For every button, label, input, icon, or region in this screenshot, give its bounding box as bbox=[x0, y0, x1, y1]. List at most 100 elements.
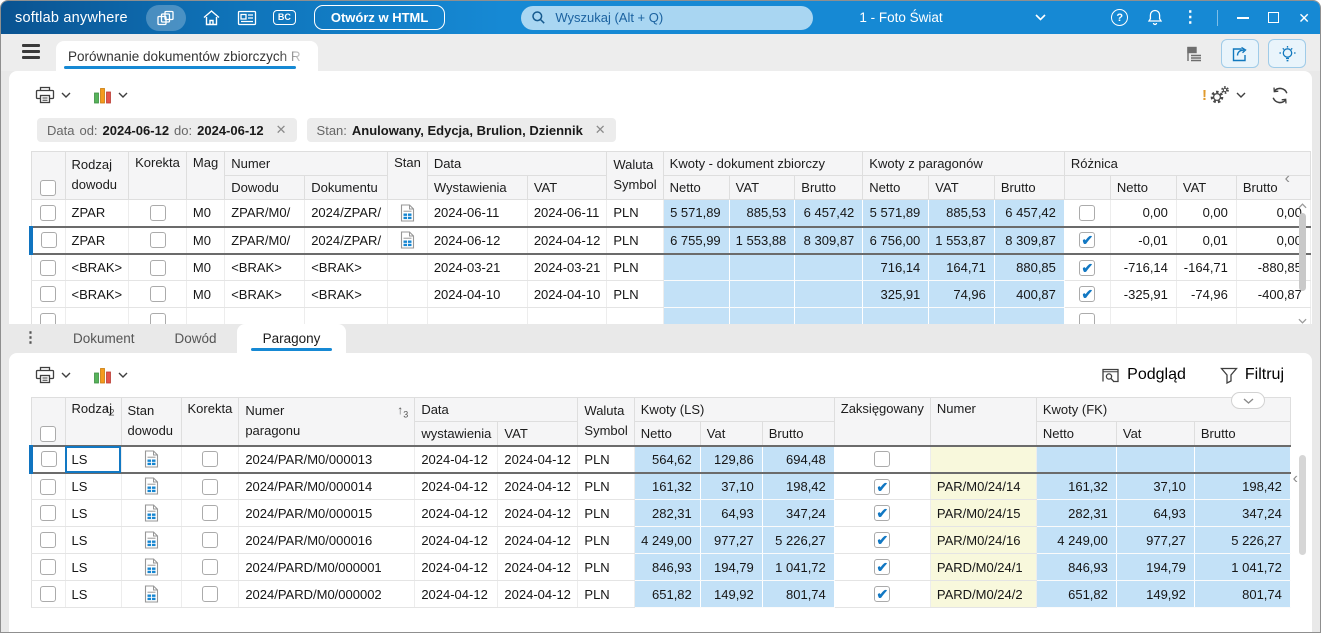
roznica-checkbox[interactable] bbox=[1079, 260, 1095, 276]
korekta-checkbox[interactable] bbox=[150, 232, 166, 248]
kebab-menu-icon[interactable]: ⋮ bbox=[23, 328, 38, 346]
share-button[interactable] bbox=[1221, 39, 1259, 68]
col-korekta[interactable]: Korekta bbox=[129, 152, 187, 200]
zaksiegowany-checkbox[interactable] bbox=[874, 479, 890, 495]
col-zb-netto[interactable]: Netto bbox=[663, 176, 729, 200]
zaksiegowany-checkbox[interactable] bbox=[874, 532, 890, 548]
row-checkbox[interactable] bbox=[40, 260, 56, 276]
row-checkbox[interactable] bbox=[41, 451, 57, 467]
news-button[interactable] bbox=[237, 10, 257, 26]
col-roz-netto[interactable]: Netto bbox=[1110, 176, 1176, 200]
company-selector[interactable]: 1 - Foto Świat bbox=[859, 10, 1045, 25]
kebab-menu-icon[interactable]: ⋮ bbox=[1182, 10, 1198, 26]
zaksiegowany-checkbox[interactable] bbox=[874, 505, 890, 521]
col-korekta[interactable]: Korekta bbox=[181, 398, 239, 446]
col-waluta-symbol[interactable]: WalutaSymbol bbox=[578, 398, 634, 446]
row-checkbox[interactable] bbox=[41, 232, 57, 248]
row-checkbox[interactable] bbox=[40, 205, 56, 221]
col-zaksiegowany[interactable]: Zaksięgowany bbox=[834, 398, 930, 446]
tab-paragony[interactable]: Paragony bbox=[237, 324, 347, 353]
col-numer-fk[interactable]: Numer bbox=[930, 398, 1036, 446]
tab-dokument[interactable]: Dokument bbox=[53, 324, 155, 353]
search-input[interactable] bbox=[553, 9, 803, 26]
chip-close-icon[interactable]: ✕ bbox=[595, 122, 606, 138]
maximize-button[interactable] bbox=[1268, 12, 1279, 23]
close-button[interactable]: ✕ bbox=[1298, 11, 1310, 25]
row-checkbox[interactable] bbox=[40, 586, 56, 602]
row-checkbox[interactable] bbox=[40, 313, 56, 324]
zaksiegowany-checkbox[interactable] bbox=[874, 451, 890, 467]
col-dowodu[interactable]: Dowodu bbox=[225, 176, 305, 200]
row-checkbox[interactable] bbox=[40, 559, 56, 575]
table-row[interactable]: ZPAR M0 ZPAR/M0/ 2024/ZPAR/ 2024-06-11 2… bbox=[31, 200, 1310, 227]
col-stan[interactable]: Stan bbox=[388, 152, 428, 200]
col-zb-vat[interactable]: VAT bbox=[729, 176, 795, 200]
zaksiegowany-checkbox[interactable] bbox=[874, 559, 890, 575]
filter-chip-stan[interactable]: Stan: Anulowany, Edycja, Brulion, Dzienn… bbox=[307, 118, 616, 142]
bc-button[interactable]: BC bbox=[273, 10, 296, 25]
print-button[interactable] bbox=[35, 366, 71, 384]
settings-warning-button[interactable]: ! bbox=[1202, 85, 1246, 105]
chevron-down-icon[interactable] bbox=[1236, 92, 1246, 98]
tab-porownanie-dokumentow[interactable]: Porównanie dokumentów zbiorczych R bbox=[56, 41, 318, 71]
filter-chip-data[interactable]: Data od: 2024-06-12 do: 2024-06-12 ✕ bbox=[37, 118, 297, 142]
scrollbar-thumb[interactable] bbox=[1299, 213, 1306, 291]
col-rodzaj-dowodu[interactable]: Rodzajdowodu bbox=[65, 152, 129, 200]
tab-dowod[interactable]: Dowód bbox=[155, 324, 237, 353]
korekta-checkbox[interactable] bbox=[150, 313, 166, 324]
col-vat-data[interactable]: VAT bbox=[527, 176, 607, 200]
podglad-button[interactable]: Podgląd bbox=[1101, 366, 1186, 384]
korekta-checkbox[interactable] bbox=[202, 532, 218, 548]
panels-list-icon[interactable] bbox=[1184, 45, 1204, 63]
chart-view-button[interactable] bbox=[93, 367, 128, 384]
scrollbar-thumb[interactable] bbox=[1299, 455, 1306, 555]
row-checkbox[interactable] bbox=[40, 505, 56, 521]
table-row[interactable]: LS 2024/PARD/M0/000002 2024-04-12 2024-0… bbox=[31, 581, 1290, 608]
table-row[interactable]: LS 2024/PAR/M0/000016 2024-04-12 2024-04… bbox=[31, 527, 1290, 554]
select-all-checkbox[interactable] bbox=[40, 180, 56, 196]
col-par-vat[interactable]: VAT bbox=[929, 176, 995, 200]
table-row-partial[interactable] bbox=[31, 308, 1310, 325]
col-stan-dowodu[interactable]: Standowodu bbox=[121, 398, 181, 446]
col-rodzaj[interactable]: ↑2Rodzaj bbox=[65, 398, 121, 446]
vertical-scrollbar[interactable] bbox=[1297, 203, 1308, 324]
minimize-button[interactable] bbox=[1237, 17, 1249, 19]
vertical-scrollbar[interactable] bbox=[1297, 453, 1308, 617]
korekta-checkbox[interactable] bbox=[202, 479, 218, 495]
zaksiegowany-checkbox[interactable] bbox=[874, 586, 890, 602]
idea-lightbulb-button[interactable] bbox=[1268, 39, 1306, 68]
col-zb-brutto[interactable]: Brutto bbox=[795, 176, 863, 200]
roznica-checkbox[interactable] bbox=[1079, 232, 1095, 248]
row-checkbox[interactable] bbox=[40, 532, 56, 548]
table-row-selected[interactable]: LS 2024/PAR/M0/000013 2024-04-12 2024-04… bbox=[31, 446, 1290, 473]
chevron-down-icon[interactable] bbox=[118, 92, 128, 98]
korekta-checkbox[interactable] bbox=[150, 260, 166, 276]
col-fk-vat[interactable]: Vat bbox=[1116, 422, 1194, 446]
select-all-checkbox[interactable] bbox=[40, 426, 56, 442]
korekta-checkbox[interactable] bbox=[202, 559, 218, 575]
chevron-down-icon[interactable] bbox=[118, 372, 128, 378]
korekta-checkbox[interactable] bbox=[202, 586, 218, 602]
col-ls-netto[interactable]: Netto bbox=[634, 422, 700, 446]
filtruj-button[interactable]: Filtruj bbox=[1220, 366, 1284, 384]
roznica-checkbox[interactable] bbox=[1079, 286, 1095, 302]
chevron-down-icon[interactable] bbox=[61, 372, 71, 378]
korekta-checkbox[interactable] bbox=[150, 286, 166, 302]
cell-rodzaj-focused[interactable]: LS bbox=[65, 446, 121, 473]
row-checkbox[interactable] bbox=[40, 479, 56, 495]
col-waluta-symbol[interactable]: WalutaSymbol bbox=[607, 152, 663, 200]
col-numer-paragonu[interactable]: ↑3Numerparagonu bbox=[239, 398, 415, 446]
col-dokumentu[interactable]: Dokumentu bbox=[305, 176, 388, 200]
table-row[interactable]: LS 2024/PARD/M0/000001 2024-04-12 2024-0… bbox=[31, 554, 1290, 581]
row-checkbox[interactable] bbox=[40, 286, 56, 302]
print-button[interactable] bbox=[35, 86, 71, 104]
table-row-selected[interactable]: ZPAR M0 ZPAR/M0/ 2024/ZPAR/ 2024-06-12 2… bbox=[31, 227, 1310, 254]
roznica-checkbox[interactable] bbox=[1079, 205, 1095, 221]
col-mag[interactable]: Mag bbox=[186, 152, 224, 200]
hamburger-menu-icon[interactable] bbox=[22, 44, 40, 62]
table-row[interactable]: LS 2024/PAR/M0/000015 2024-04-12 2024-04… bbox=[31, 500, 1290, 527]
collapse-panel-button[interactable] bbox=[1231, 392, 1265, 409]
help-icon[interactable]: ? bbox=[1111, 9, 1128, 26]
open-in-html-button[interactable]: Otwórz w HTML bbox=[314, 5, 446, 30]
refresh-button[interactable] bbox=[1270, 86, 1290, 105]
